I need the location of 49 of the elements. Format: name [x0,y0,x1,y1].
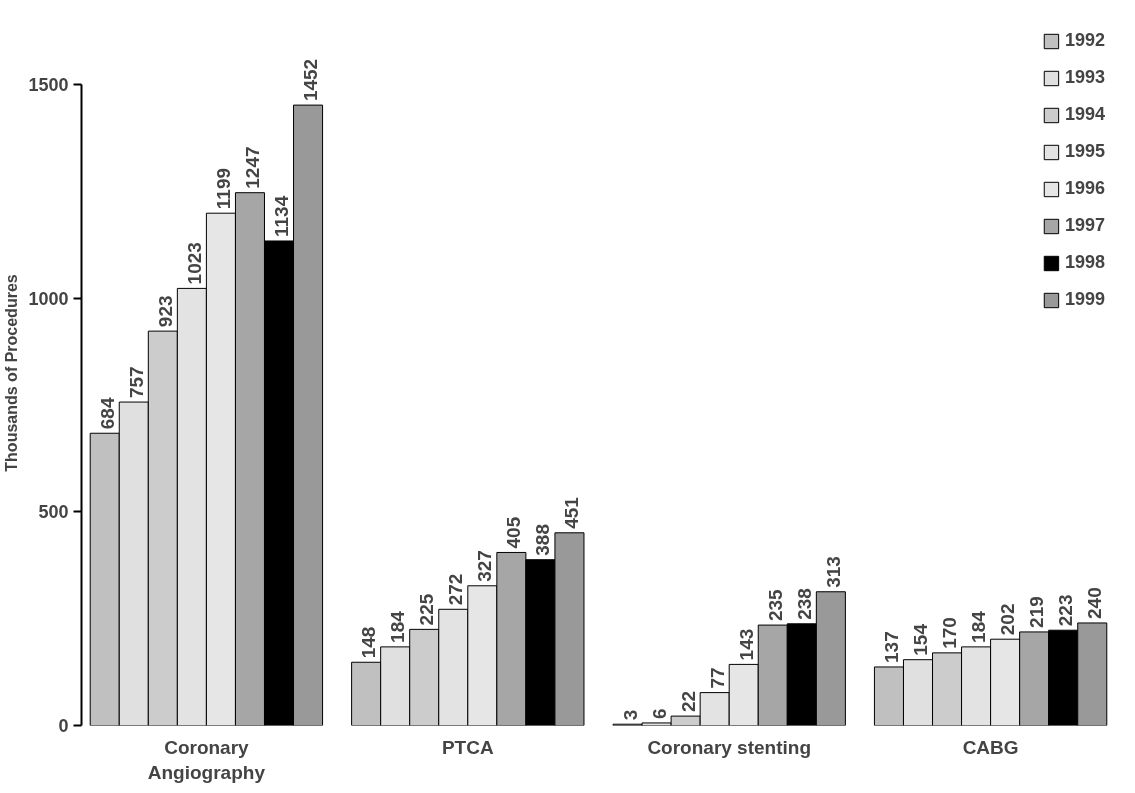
data-label: 184 [968,610,990,643]
data-label: 184 [387,610,409,643]
data-label: 223 [1055,594,1077,627]
data-label: 238 [793,588,815,620]
x-tick-label: PTCA [441,736,494,758]
y-tick-label: 0 [58,716,69,736]
data-label: 684 [96,397,118,430]
legend-label: 1996 [1064,178,1105,199]
data-label: 405 [503,516,525,549]
y-tick-label: 1500 [28,75,69,96]
data-label: 272 [445,573,467,606]
x-tick-label: CABG [962,736,1019,758]
data-label: 923 [154,295,176,328]
y-tick-label: 1000 [28,288,69,309]
data-label: 1023 [183,242,205,285]
data-label: 240 [1084,587,1106,619]
data-label: 235 [764,588,786,622]
data-label: 1452 [300,58,322,102]
data-label: 143 [735,628,757,661]
data-label: 77 [706,667,728,689]
data-label: 757 [125,366,147,399]
y-axis-title: Thousands of Procedures [3,274,21,472]
data-label: 6 [648,708,670,719]
data-label: 327 [474,550,496,582]
data-label: 388 [532,524,554,556]
data-label: 3 [619,709,641,721]
legend-label: 1993 [1064,67,1105,88]
data-label: 137 [880,631,902,663]
x-tick-label: Coronary stenting [647,736,812,758]
data-label: 225 [416,593,438,626]
data-label: 154 [909,623,931,656]
legend-label: 1995 [1064,141,1105,162]
data-label: 313 [822,556,844,588]
data-label: 148 [358,626,380,659]
legend-label: 1992 [1064,30,1105,51]
data-label: 1199 [212,167,234,210]
legend-label: 1994 [1064,104,1105,125]
x-tick-label: Coronary Angiography [147,736,266,783]
legend-label: 1998 [1064,252,1105,273]
data-label: 1134 [271,195,293,237]
legend-label: 1997 [1064,215,1105,236]
data-label: 451 [561,496,583,529]
legend-label: 1999 [1064,289,1105,310]
data-label: 219 [1026,596,1048,628]
data-label: 170 [939,617,961,649]
y-tick-label: 500 [38,502,69,523]
data-label: 1247 [241,146,263,189]
data-label: 22 [677,690,699,713]
data-label: 202 [997,603,1019,636]
